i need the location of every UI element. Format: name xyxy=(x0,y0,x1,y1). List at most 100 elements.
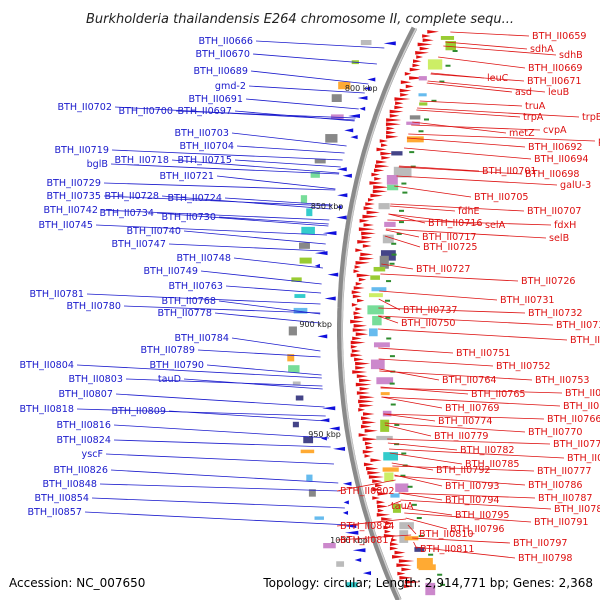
gene-label-right[interactable]: BTH_II0798 xyxy=(518,553,573,564)
gene-label-left[interactable]: BTH_II0826 xyxy=(53,465,108,476)
gene-label-right[interactable]: asd xyxy=(515,87,532,98)
gene-label-right[interactable]: BTH_II0750 xyxy=(401,318,456,329)
gene-label-right[interactable]: BTH_II0817 xyxy=(340,535,395,546)
gene-label-left[interactable]: bglB xyxy=(87,159,108,170)
gene-label-left[interactable]: BTH_II0689 xyxy=(193,66,248,77)
gene-label-right[interactable]: BTH_II0802 xyxy=(340,486,395,497)
gene-label-right[interactable]: BTH_II0760 xyxy=(563,401,600,412)
gene-label-right[interactable]: BTH_II0736 xyxy=(570,335,600,346)
gene-label-left[interactable]: BTH_II0703 xyxy=(174,128,229,139)
gene-label-left[interactable]: BTH_II0780 xyxy=(66,301,121,312)
gene-label-left[interactable]: BTH_II0790 xyxy=(149,360,204,371)
gene-label-left[interactable]: BTH_II0824 xyxy=(56,435,111,446)
gene-label-right[interactable]: BTH_II0796 xyxy=(450,524,505,535)
gene-label-left[interactable]: BTH_II0749 xyxy=(143,266,198,277)
gene-label-left[interactable]: BTH_II0724 xyxy=(167,193,222,204)
gene-label-right[interactable]: BTH_II0701 xyxy=(482,166,537,177)
gene-label-right[interactable]: BTH_II0726 xyxy=(521,276,576,287)
gene-label-right[interactable]: leuB xyxy=(548,87,569,98)
gene-label-right[interactable]: BTH_II0732 xyxy=(528,308,583,319)
gene-label-right[interactable]: fdhE xyxy=(458,206,480,217)
gene-label-left[interactable]: BTH_II0807 xyxy=(58,389,113,400)
gene-label-left[interactable]: yscF xyxy=(82,449,103,460)
gene-label-right[interactable]: BTH_II0707 xyxy=(527,206,582,217)
gene-label-right[interactable]: BTH_II0777 xyxy=(537,466,592,477)
gene-label-left[interactable]: BTH_II0809 xyxy=(111,406,166,417)
gene-label-right[interactable]: BTH_II0774 xyxy=(438,416,493,427)
gene-label-left[interactable]: BTH_II0854 xyxy=(34,493,89,504)
gene-label-left[interactable]: BTH_II0789 xyxy=(140,345,195,356)
gene-label-right[interactable]: BTH_II0671 xyxy=(527,76,582,87)
gene-label-left[interactable]: BTH_II0670 xyxy=(195,49,250,60)
gene-label-left[interactable]: BTH_II0719 xyxy=(54,145,109,156)
gene-label-right[interactable]: BTH_II0771 xyxy=(553,439,600,450)
gene-label-right[interactable]: BTH_II0692 xyxy=(528,142,583,153)
gene-label-right[interactable]: trpA xyxy=(523,112,544,123)
gene-label-left[interactable]: BTH_II0729 xyxy=(46,178,101,189)
gene-label-right[interactable]: BTH_II0716 xyxy=(428,218,483,229)
gene-label-left[interactable]: BTH_II0697 xyxy=(177,106,232,117)
gene-label-right[interactable]: BTH_II0797 xyxy=(513,538,568,549)
gene-label-right[interactable]: BTH_II0766 xyxy=(547,414,600,425)
gene-label-left[interactable]: BTH_II0730 xyxy=(161,212,216,223)
gene-label-right[interactable]: galU-3 xyxy=(560,180,591,191)
gene-label-left[interactable]: BTH_II0745 xyxy=(38,220,93,231)
gene-label-right[interactable]: fdxH xyxy=(554,220,576,231)
gene-label-left[interactable]: BTH_II0747 xyxy=(111,239,166,250)
gene-label-right[interactable]: BTH_II0785 xyxy=(465,459,520,470)
gene-label-left[interactable]: BTH_II0804 xyxy=(19,360,74,371)
gene-label-right[interactable]: BTH_II0786 xyxy=(528,480,583,491)
gene-label-right[interactable]: BTH_II0791 xyxy=(534,517,589,528)
gene-label-left[interactable]: BTH_II0742 xyxy=(43,205,98,216)
gene-label-left[interactable]: gmd-2 xyxy=(215,81,246,92)
gene-label-left[interactable]: BTH_II0778 xyxy=(157,308,212,319)
gene-label-left[interactable]: BTH_II0768 xyxy=(161,296,216,307)
gene-label-right[interactable]: BTH_II0659 xyxy=(532,31,587,42)
gene-label-right[interactable]: cvpA xyxy=(543,125,567,136)
gene-label-right[interactable]: BTH_II0694 xyxy=(534,154,589,165)
gene-label-right[interactable]: BTH_II0773 xyxy=(567,453,600,464)
gene-label-left[interactable]: BTH_II0735 xyxy=(46,191,101,202)
gene-label-right[interactable]: BTH_II0717 xyxy=(422,232,477,243)
gene-label-left[interactable]: BTH_II0718 xyxy=(114,155,169,166)
gene-label-right[interactable]: metZ xyxy=(509,128,535,139)
gene-label-left[interactable]: BTH_II0721 xyxy=(159,171,214,182)
gene-label-right[interactable]: sdhA xyxy=(530,44,554,55)
gene-label-right[interactable]: BTH_II0765 xyxy=(471,389,526,400)
gene-label-left[interactable]: BTH_II0803 xyxy=(68,374,123,385)
gene-label-left[interactable]: BTH_II0704 xyxy=(179,141,234,152)
gene-label-left[interactable]: BTH_II0857 xyxy=(27,507,82,518)
gene-label-right[interactable]: BTH_II0733 xyxy=(556,320,600,331)
gene-label-right[interactable]: BTH_II0810 xyxy=(419,529,474,540)
gene-label-left[interactable]: BTH_II0700 xyxy=(118,106,173,117)
gene-label-right[interactable]: BTH_II0754 xyxy=(565,388,600,399)
gene-label-right[interactable]: BTH_II0770 xyxy=(528,427,583,438)
gene-label-right[interactable]: BTH_II0737 xyxy=(403,305,458,316)
gene-label-left[interactable]: BTH_II0728 xyxy=(104,191,159,202)
gene-label-right[interactable]: BTH_II0792 xyxy=(436,465,491,476)
gene-label-right[interactable]: BTH_II0764 xyxy=(442,375,497,386)
gene-label-left[interactable]: BTH_II0784 xyxy=(174,333,229,344)
gene-label-left[interactable]: BTH_II0748 xyxy=(176,253,231,264)
gene-label-right[interactable]: BTH_II0752 xyxy=(496,361,551,372)
gene-label-left[interactable]: BTH_II0848 xyxy=(42,479,97,490)
gene-label-left[interactable]: BTH_II0734 xyxy=(99,208,154,219)
gene-label-left[interactable]: tauD xyxy=(158,374,181,385)
gene-label-right[interactable]: BTH_II0698 xyxy=(525,169,580,180)
gene-label-left[interactable]: BTH_II0816 xyxy=(56,420,111,431)
gene-label-right[interactable]: BTH_II0795 xyxy=(455,510,510,521)
gene-label-right[interactable]: tauA xyxy=(391,501,414,512)
gene-label-right[interactable]: BTH_II0669 xyxy=(528,63,583,74)
gene-label-right[interactable]: BTH_II0725 xyxy=(423,242,478,253)
gene-label-right[interactable]: BTH_II0753 xyxy=(535,375,590,386)
gene-label-right[interactable]: BTH_II0794 xyxy=(445,495,500,506)
gene-label-right[interactable]: BTH_II0779 xyxy=(434,431,489,442)
gene-label-right[interactable]: BTH_II0788 xyxy=(554,504,600,515)
gene-label-right[interactable]: trpB xyxy=(582,112,600,123)
gene-label-left[interactable]: BTH_II0702 xyxy=(57,102,112,113)
gene-label-right[interactable]: leuC xyxy=(487,73,509,84)
gene-label-right[interactable]: BTH_II0769 xyxy=(445,403,500,414)
gene-label-right[interactable]: selA xyxy=(485,220,506,231)
gene-label-right[interactable]: BTH_II0727 xyxy=(416,264,471,275)
gene-label-right[interactable]: BTH_II0793 xyxy=(445,481,500,492)
